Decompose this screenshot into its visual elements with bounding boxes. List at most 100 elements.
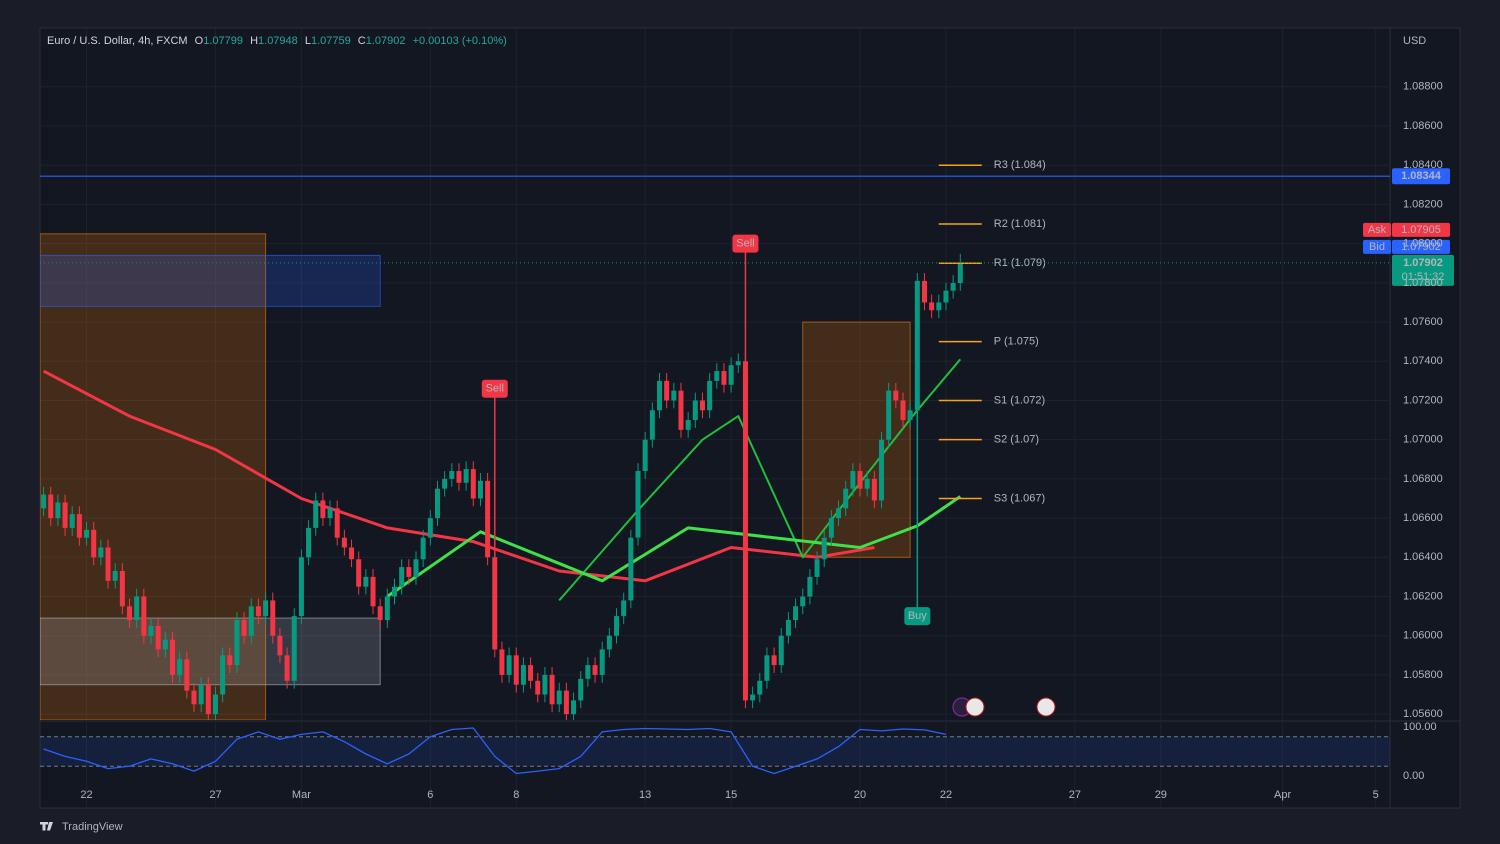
candle-body [62,502,68,528]
ask-price: 1.07905 [1401,224,1441,236]
candle-body [886,390,892,440]
osc-band [40,736,1390,767]
brand-name: TradingView [62,821,123,833]
candle-body [270,600,276,636]
ohlc-key: L [305,35,311,47]
bid-tag: Bid [1369,241,1385,253]
candle-body [850,471,856,489]
candle-body [298,557,304,617]
candle-body [735,361,741,366]
x-tick-label: Mar [292,789,311,801]
candle-body [406,567,412,577]
candle-body [349,547,355,560]
pivot-label: P (1.075) [994,336,1039,348]
candle-body [699,400,705,411]
y-tick-label: 1.06000 [1403,630,1443,642]
candle-body [399,567,405,587]
candle-body [664,380,670,401]
zones [40,233,911,720]
zone [802,321,911,558]
symbol: Euro / U.S. Dollar, 4h, FXCM [47,35,188,47]
candle-body [220,655,226,695]
candle-body [327,508,333,519]
zone [40,617,381,686]
candle-body [771,655,777,666]
candle-body [907,410,913,421]
candle-body [177,659,183,675]
candle-body [606,635,612,650]
candle-body [778,635,784,666]
event-icon[interactable] [965,697,985,717]
x-tick-label: Apr [1274,789,1291,801]
candle-body [277,635,283,656]
candle-body [800,596,806,607]
candle-body [91,529,97,558]
candle-body [377,606,383,621]
y-tick-label: 1.08600 [1403,120,1443,132]
candle-body [284,655,290,681]
chart-panel [39,27,1461,809]
ohlc-value: 1.07799 [203,35,243,47]
candle-body [556,690,562,705]
candle-body [528,665,534,681]
candle-body [585,665,591,679]
candle-body [728,365,734,385]
candle-body [614,616,620,636]
candle-body [191,690,197,705]
candle-body [434,488,440,519]
candle-body [392,586,398,597]
candle-body [864,478,870,489]
candle-body [98,547,104,558]
candle-body [370,576,376,607]
candle-body [821,537,827,560]
candle-body [463,469,469,483]
signal-label: Sell [736,238,754,250]
brand-logo [40,822,53,831]
moving-average [558,358,962,602]
candle-body [105,547,111,581]
signal-label: Buy [908,610,927,622]
signal-box [732,234,759,253]
candle-body [535,680,541,695]
candle-body [263,600,269,617]
signal-label: Sell [486,383,504,395]
candle-body [384,596,390,621]
ohlc-key: H [250,35,258,47]
candle-body [929,302,935,311]
candle-body [241,620,247,636]
candle-body [814,559,820,577]
axes: 1.08800 1.08600 1.08400 1.08200 1.08000 1.078… [80,81,1442,801]
candle-body [334,508,340,538]
candle-body [198,684,204,705]
candle-body [477,480,483,499]
candle-body [542,674,548,695]
candle-body [363,576,369,587]
osc-line [43,727,947,775]
x-tick-label: 8 [513,789,519,801]
candle-body [520,665,526,685]
price-badge-label: 1.08344 [1401,170,1442,182]
y-tick-label: 1.07400 [1403,355,1443,367]
candle-body [470,469,476,499]
x-tick-label: 29 [1155,789,1167,801]
candle-body [513,655,519,685]
candle-body [162,639,168,650]
y-tick-label: 1.08000 [1403,238,1443,250]
ohlc-key: O [195,35,204,47]
ohlc-value: 1.07759 [311,35,351,47]
ohlc-value: 1.07948 [258,35,298,47]
candle-body [84,529,90,538]
candle-body [291,616,297,681]
signal-box [904,607,931,626]
candle-body [678,390,684,430]
candle-body [76,514,82,538]
candle-body [893,390,899,401]
candle-body [420,537,426,560]
event-icon[interactable] [1036,697,1056,717]
price-badge [1392,168,1450,185]
y-tick-label: 1.07800 [1403,277,1443,289]
x-tick-label: 13 [639,789,651,801]
candle-body [184,659,190,691]
pivot-label: R3 (1.084) [994,159,1046,171]
